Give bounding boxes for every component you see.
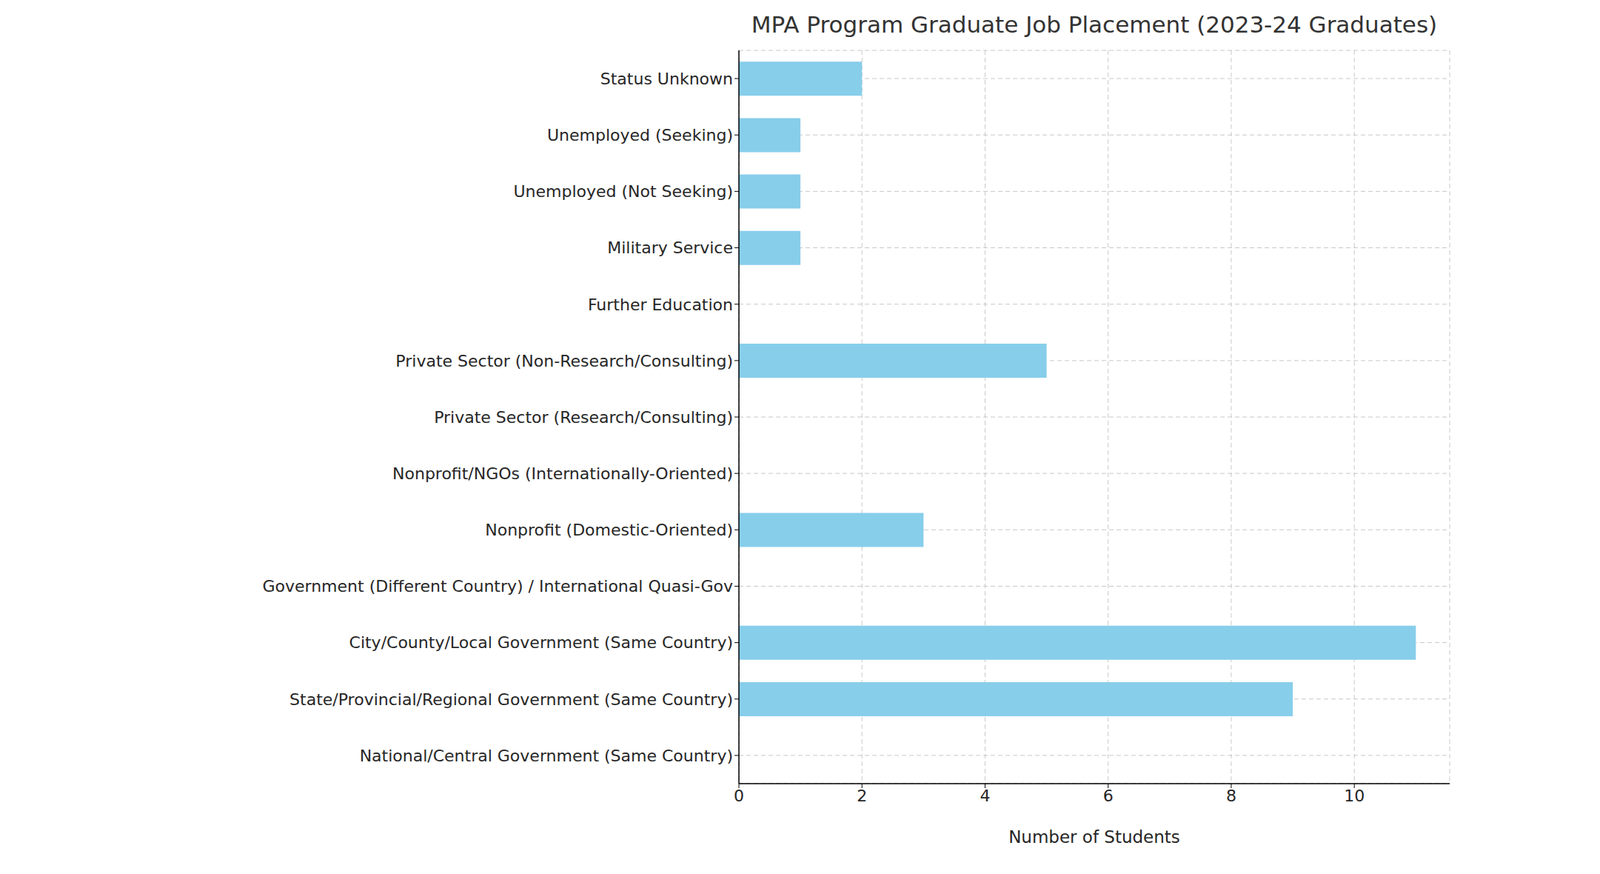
- svg-text:Government (Different Country): Government (Different Country) / Interna…: [262, 576, 733, 596]
- svg-text:Private Sector (Research/Consu: Private Sector (Research/Consulting): [433, 407, 733, 427]
- svg-text:Unemployed (Seeking): Unemployed (Seeking): [547, 125, 733, 145]
- svg-text:Status Unknown: Status Unknown: [600, 69, 733, 89]
- svg-text:10: 10: [1343, 786, 1365, 805]
- svg-text:Number of Students: Number of Students: [1008, 827, 1181, 847]
- svg-text:Nonprofit (Domestic-Oriented): Nonprofit (Domestic-Oriented): [484, 520, 733, 540]
- svg-text:4: 4: [979, 786, 990, 805]
- svg-text:Military Service: Military Service: [607, 238, 733, 257]
- svg-text:6: 6: [1103, 786, 1114, 805]
- svg-text:Further Education: Further Education: [587, 295, 733, 314]
- svg-text:8: 8: [1226, 786, 1237, 805]
- html-text:MPA Program Graduate Job Place: MPA Program Graduate Job Placement (2023…: [751, 11, 1438, 38]
- svg-text:National/Central Government (S: National/Central Government (Same Countr…: [359, 746, 733, 765]
- svg-text:City/County/Local Government (: City/County/Local Government (Same Count…: [349, 633, 733, 652]
- svg-text:2: 2: [856, 786, 868, 805]
- svg-text:Nonprofit/NGOs (Internationall: Nonprofit/NGOs (Internationally-Oriented…: [392, 464, 733, 483]
- svg-text:0: 0: [733, 786, 745, 805]
- svg-text:Unemployed (Not Seeking): Unemployed (Not Seeking): [513, 182, 733, 201]
- svg-text:Private Sector (Non-Research/C: Private Sector (Non-Research/Consulting): [395, 351, 733, 371]
- svg-text:State/Provincial/Regional Gove: State/Provincial/Regional Government (Sa…: [289, 690, 733, 709]
